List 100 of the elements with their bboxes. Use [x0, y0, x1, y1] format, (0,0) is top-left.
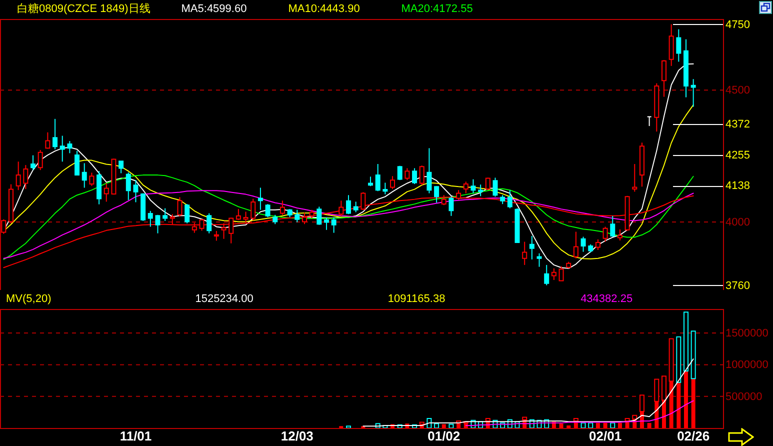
candlestick — [192, 222, 197, 234]
candlestick — [492, 177, 498, 198]
candlestick — [155, 214, 160, 234]
candlestick — [265, 204, 270, 218]
candlestick — [434, 186, 440, 204]
candlestick — [573, 231, 578, 259]
candlestick — [558, 266, 564, 282]
candlestick — [346, 194, 351, 215]
line-series — [3, 190, 694, 259]
bar — [683, 312, 688, 372]
candlestick — [338, 200, 344, 216]
candlestick — [426, 148, 432, 194]
candlestick — [580, 236, 586, 252]
candlestick — [52, 118, 58, 150]
line-series — [3, 104, 694, 260]
candlestick — [331, 216, 336, 234]
candlestick — [470, 178, 476, 194]
y-tick-label: 1500000 — [726, 328, 768, 340]
candlestick — [316, 206, 322, 226]
candlestick — [280, 200, 285, 216]
candlestick — [243, 211, 248, 224]
text: MA5:4599.60 — [181, 2, 247, 15]
candlestick — [30, 154, 36, 171]
candlestick — [302, 212, 307, 225]
candlestick — [404, 168, 410, 181]
candlestick — [236, 208, 241, 220]
candlestick — [104, 182, 109, 202]
x-tick-label: 02/01 — [589, 428, 622, 444]
candlestick — [412, 168, 418, 185]
candlestick — [67, 140, 72, 154]
candlestick — [16, 161, 21, 191]
candlestick — [60, 135, 65, 162]
candlestick — [184, 204, 190, 224]
candlestick — [522, 241, 528, 266]
candlestick — [478, 184, 484, 197]
candlestick — [602, 226, 608, 242]
candlestick — [214, 230, 219, 242]
candlestick — [690, 78, 696, 108]
bar — [684, 371, 688, 428]
line-series — [465, 400, 694, 426]
candlestick — [38, 150, 43, 171]
bar — [434, 423, 440, 428]
text: MA20:4172.55 — [401, 2, 473, 15]
candlestick — [74, 150, 80, 176]
y-tick-label: 4000 — [726, 216, 750, 228]
y-tick-label: 4138 — [726, 180, 750, 192]
candlestick — [221, 222, 226, 240]
candlestick — [118, 160, 124, 174]
candlestick — [96, 170, 102, 205]
candlestick — [485, 177, 490, 191]
candlestick — [507, 190, 512, 209]
bar — [559, 424, 564, 428]
bar — [442, 424, 446, 428]
candlestick — [23, 164, 28, 190]
candlestick — [610, 215, 616, 238]
chart-title: MV(5,20) — [6, 293, 52, 305]
candlestick — [595, 238, 600, 250]
x-tick-label: 11/01 — [120, 428, 152, 444]
candlestick — [661, 60, 666, 98]
candlestick — [375, 163, 380, 192]
candlestick — [551, 268, 556, 280]
y-tick-label: 3760 — [726, 280, 750, 292]
candlestick — [390, 176, 396, 190]
y-tick-label: 4255 — [726, 149, 750, 162]
bar — [588, 422, 594, 428]
candlestick — [448, 196, 454, 216]
candlestick — [126, 172, 131, 201]
candlestick — [544, 264, 550, 286]
bar — [580, 422, 586, 428]
y-tick-label: 4500 — [726, 84, 750, 97]
candlestick — [82, 162, 87, 188]
candlestick — [133, 180, 138, 203]
text: 1091165.38 — [388, 293, 446, 305]
candlestick — [272, 214, 278, 225]
bar — [691, 378, 696, 428]
candlestick — [89, 172, 94, 186]
candlestick — [324, 216, 329, 230]
x-tick-label: 01/02 — [428, 428, 460, 444]
bar — [676, 336, 682, 383]
candlestick — [162, 208, 168, 222]
candlestick — [529, 235, 534, 260]
candlestick — [536, 252, 542, 268]
line-series — [362, 358, 694, 427]
bar — [596, 422, 600, 428]
candlestick — [170, 214, 175, 225]
candlestick — [617, 228, 622, 241]
bar — [573, 418, 578, 422]
text: MA10:4443.90 — [288, 2, 360, 15]
candlestick — [668, 24, 674, 66]
y-tick-label: 500000 — [726, 390, 762, 403]
candlestick — [177, 196, 182, 217]
bar — [610, 422, 616, 428]
candlestick — [148, 210, 153, 228]
bar — [448, 424, 454, 428]
y-tick-label: 1000000 — [726, 359, 768, 372]
candlestick — [463, 181, 468, 194]
candlestick — [368, 176, 374, 187]
y-tick-label: 4372 — [726, 118, 750, 130]
candlestick — [419, 165, 424, 186]
candlestick — [632, 163, 638, 192]
